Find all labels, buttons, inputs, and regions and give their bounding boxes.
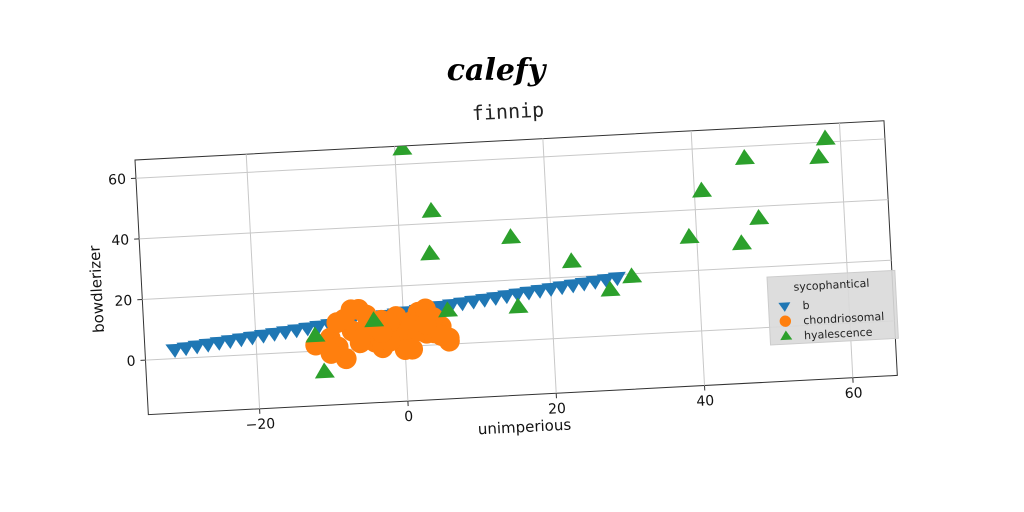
data-point: [431, 324, 453, 346]
data-point: [739, 103, 760, 120]
y-tick-label: 40: [111, 232, 130, 249]
data-point: [430, 300, 449, 315]
x-tick-label: −20: [245, 416, 275, 434]
data-point: [574, 277, 593, 292]
x-grid-line: [245, 154, 261, 409]
data-point: [600, 280, 621, 297]
y-grid-line: [142, 259, 892, 300]
legend-title: sycophantical: [793, 277, 869, 294]
data-point: [253, 329, 272, 344]
legend-label: chondriosomal: [803, 310, 885, 327]
data-point: [585, 275, 604, 290]
data-point: [298, 322, 317, 337]
data-point: [209, 336, 228, 351]
data-point: [815, 129, 836, 146]
data-point: [392, 139, 413, 156]
data-point: [452, 296, 471, 312]
y-axis-label: bowdlerizer: [85, 244, 108, 333]
data-point: [264, 327, 283, 342]
legend-box: [766, 269, 899, 346]
data-point: [486, 291, 505, 306]
data-point: [187, 339, 206, 355]
x-tick-label: 0: [404, 409, 414, 425]
data-point: [464, 295, 482, 310]
data-point: [314, 362, 335, 379]
data-point: [320, 342, 342, 364]
data-point: [732, 234, 752, 251]
x-tick-label: 60: [844, 385, 863, 402]
data-point: [749, 209, 770, 226]
chart-title: finnip: [471, 98, 544, 126]
y-tick-label: 0: [126, 354, 136, 370]
data-point: [242, 331, 261, 346]
legend-marker: [779, 315, 792, 327]
data-point: [420, 244, 441, 261]
data-point: [371, 322, 393, 343]
data-point: [220, 334, 239, 349]
data-point: [415, 313, 437, 335]
data-point: [596, 273, 615, 288]
data-point: [349, 329, 371, 351]
data-point: [541, 282, 560, 297]
data-point: [734, 148, 755, 165]
x-grid-line: [542, 138, 557, 394]
data-point: [441, 298, 460, 314]
x-tick-label: 20: [548, 401, 567, 418]
legend-label: hyalescence: [804, 326, 873, 343]
legend-label: b: [802, 299, 810, 312]
series-hyalescence: [305, 103, 836, 379]
data-point: [809, 148, 830, 165]
plot-area: [134, 120, 898, 416]
data-point: [622, 267, 643, 284]
data-point: [530, 284, 549, 299]
data-point: [364, 311, 385, 328]
tick-layer: −20 0 20 40 60 0 20 40 60: [108, 172, 863, 434]
data-point: [519, 286, 538, 301]
data-point: [508, 287, 527, 303]
data-point: [275, 325, 294, 341]
legend-marker: [778, 302, 791, 312]
chart: −20 0 20 40 60 0 20 40 60 finnip unimperious bow…: [85, 98, 899, 439]
data-point: [287, 323, 306, 339]
y-grid-line: [135, 138, 885, 179]
x-axis-label: unimperious: [477, 416, 571, 439]
data-point: [552, 280, 571, 296]
data-point: [309, 320, 328, 335]
data-point: [501, 228, 522, 245]
data-point: [333, 308, 355, 330]
data-point: [231, 332, 250, 348]
x-grid-line: [690, 130, 706, 386]
y-tick-label: 60: [108, 172, 127, 189]
figure-suptitle: calefy: [447, 53, 548, 88]
data-point: [561, 252, 582, 269]
data-point: [692, 181, 713, 198]
y-grid-line: [139, 199, 889, 240]
data-point: [679, 227, 700, 244]
data-point: [402, 338, 424, 360]
grid: [135, 123, 895, 409]
data-point: [176, 341, 195, 357]
data-point: [305, 326, 326, 343]
data-point: [607, 271, 626, 287]
legend-marker: [780, 330, 793, 341]
data-point: [198, 338, 217, 353]
x-tick-label: 40: [696, 393, 715, 410]
y-tick-label: 20: [114, 293, 133, 310]
data-point: [563, 278, 582, 294]
data-point: [165, 343, 184, 358]
data-point: [421, 201, 442, 218]
series-layer: [165, 103, 836, 379]
data-point: [508, 297, 529, 314]
data-point: [438, 301, 459, 318]
data-point: [475, 293, 494, 308]
data-point: [497, 289, 516, 305]
